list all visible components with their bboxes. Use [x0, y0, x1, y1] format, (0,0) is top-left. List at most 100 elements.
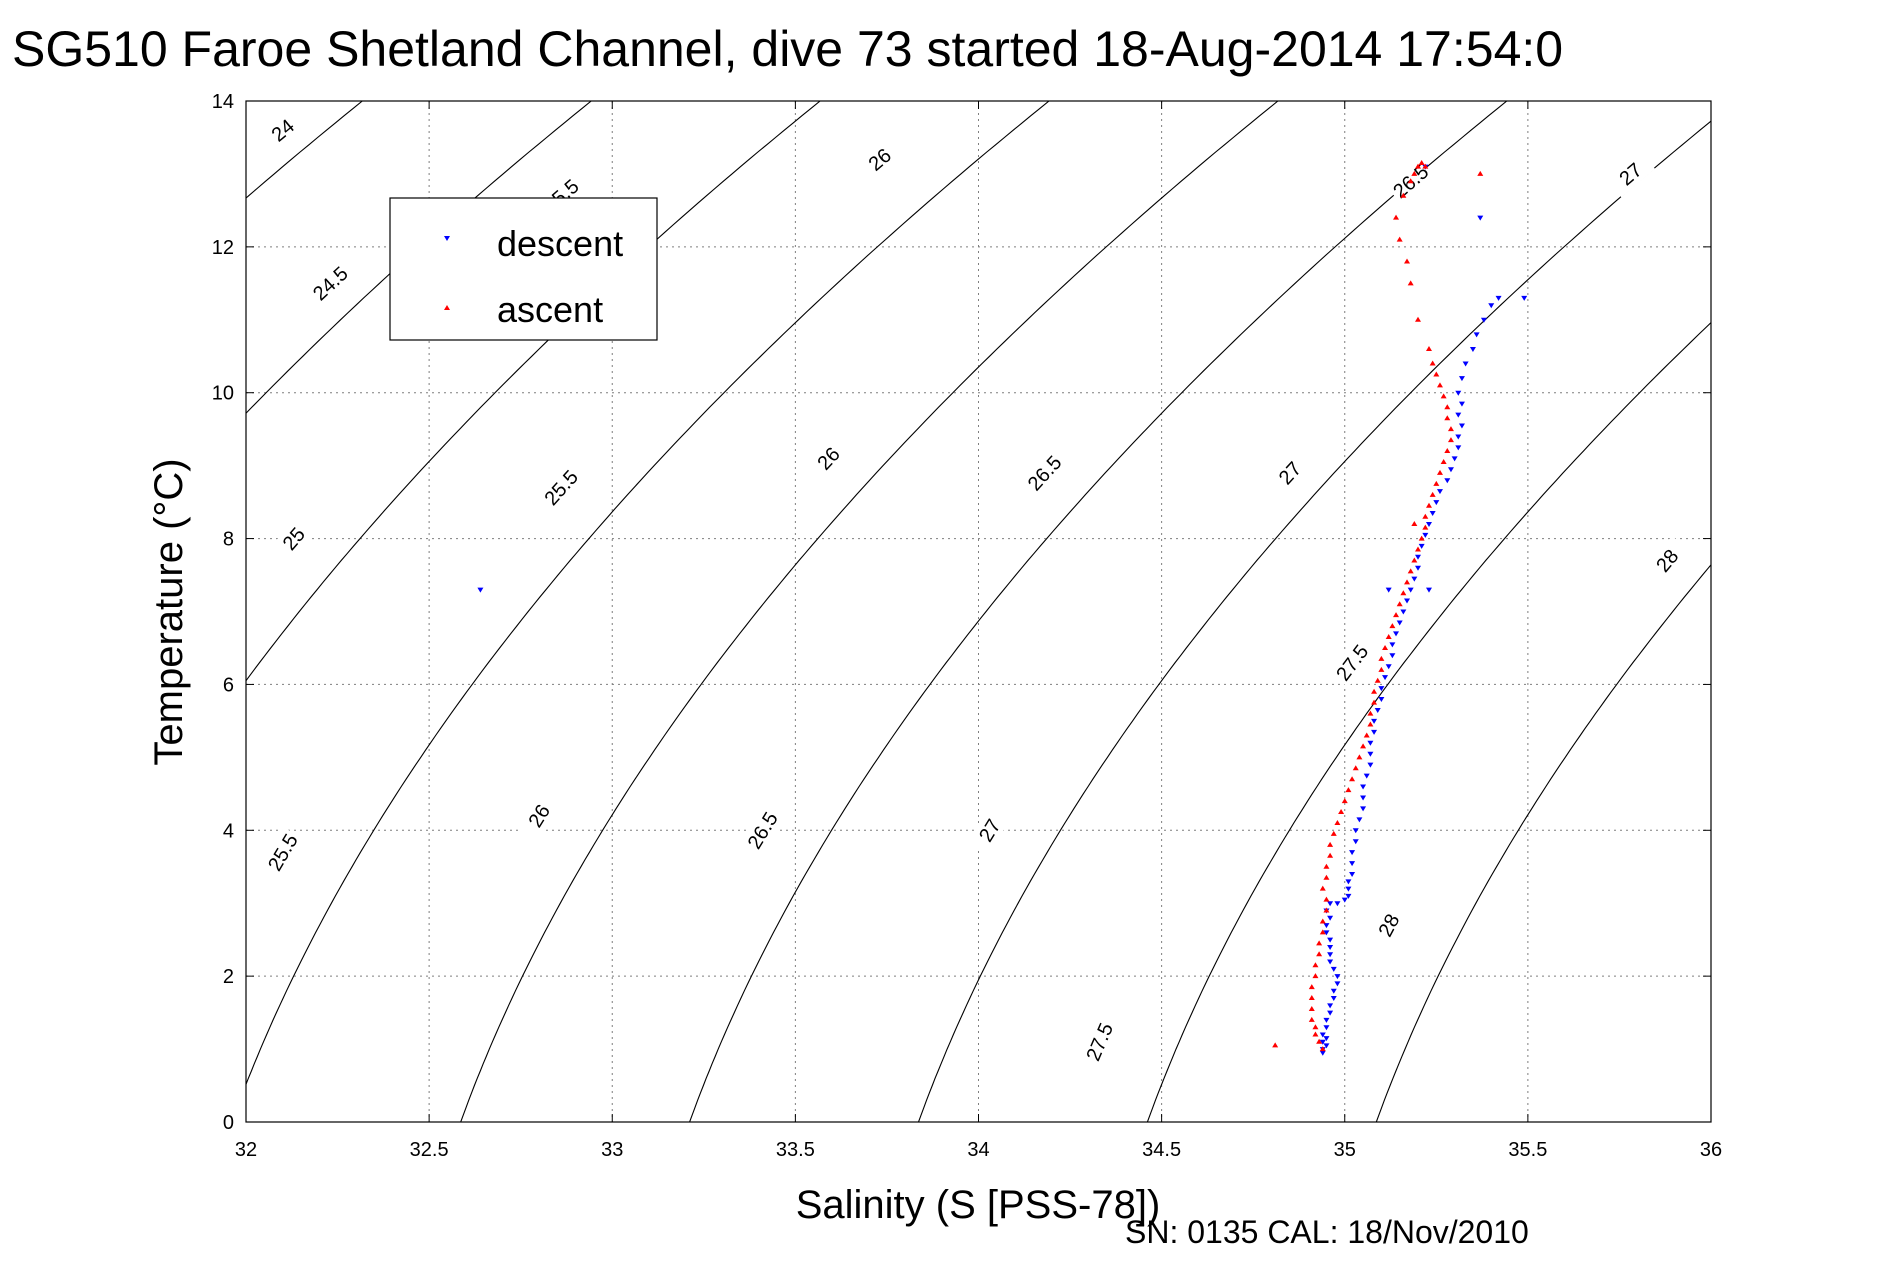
descent-point [1327, 944, 1334, 950]
legend-marker-ascent [444, 305, 450, 310]
ascent-point [1411, 520, 1418, 526]
y-tick-label: 6 [223, 674, 234, 696]
ascent-point [1327, 841, 1334, 847]
descent-point [1319, 1050, 1326, 1056]
y-axis-label: Temperature (°C) [147, 458, 191, 765]
descent-point [1352, 828, 1359, 834]
descent-point [1334, 901, 1341, 907]
chart-title: SG510 Faroe Shetland Channel, dive 73 st… [12, 21, 1563, 77]
ascent-point [1422, 513, 1429, 519]
descent-point [1495, 295, 1502, 301]
contour-label-background [305, 259, 355, 308]
descent-point [1327, 901, 1334, 907]
descent-point [1327, 915, 1334, 921]
ascent-point [1393, 612, 1400, 618]
descent-point [1327, 1010, 1334, 1016]
descent-point [1334, 981, 1341, 987]
ascent-point [1367, 721, 1374, 727]
descent-point [1323, 1043, 1330, 1049]
descent-point [1455, 390, 1462, 396]
descent-point [1415, 554, 1421, 560]
descent-point [1323, 1017, 1330, 1023]
y-axis-ticks: 0 2 4 6 8 10 12 14 [212, 91, 1711, 1134]
ascent-point [1429, 491, 1436, 497]
ascent-point [1312, 1031, 1319, 1037]
descent-point [1458, 423, 1465, 429]
descent-point [1334, 974, 1341, 980]
ascent-point [1447, 426, 1454, 432]
ascent-point [1352, 765, 1359, 771]
descent-point [1345, 886, 1352, 892]
ascent-point [1330, 830, 1337, 836]
descent-point [1371, 729, 1378, 735]
ascent-point [1316, 1038, 1323, 1044]
contour-label-background [740, 805, 785, 856]
contour-label-background [804, 434, 853, 483]
y-tick-label: 14 [212, 91, 234, 113]
ascent-point [1371, 699, 1378, 705]
x-tick-label: 34 [967, 1139, 989, 1161]
ascent-point [1407, 178, 1414, 184]
descent-point [1349, 850, 1356, 856]
ascent-point [1308, 1016, 1315, 1022]
data-points [477, 159, 1528, 1056]
descent-point [1327, 952, 1334, 958]
descent-point [1462, 361, 1469, 367]
ascent-point [1429, 360, 1436, 366]
descent-point [1385, 664, 1392, 670]
x-tick-label: 36 [1700, 1139, 1722, 1161]
ascent-point [1312, 1024, 1319, 1030]
contour-label-background [1605, 150, 1655, 198]
x-axis-ticks: 32 32.5 33 33.5 34 34.5 35 35.5 36 [235, 101, 1722, 1161]
ascent-point [1349, 776, 1356, 782]
ascent-point [1477, 170, 1484, 176]
descent-point [1415, 565, 1421, 571]
ascent-point [1338, 809, 1345, 815]
descent-point [1327, 959, 1334, 965]
ascent-point [1382, 644, 1389, 650]
ascent-point [1319, 918, 1326, 924]
descent-point [1480, 317, 1487, 323]
ascent-point [1436, 469, 1443, 475]
contour-label-background [855, 135, 905, 183]
ascent-point [1444, 404, 1451, 410]
ascent-point [1323, 874, 1330, 880]
ascent-point [1367, 710, 1374, 716]
ascent-point [1327, 852, 1334, 858]
ascent-point [1323, 907, 1330, 913]
descent-point [1404, 598, 1411, 604]
legend-box [389, 197, 658, 341]
descent-point [1341, 897, 1348, 903]
ascent-point [1404, 258, 1411, 264]
contour-label-background [1367, 900, 1410, 951]
ascent-point [1444, 415, 1451, 421]
density-contour-27.5 [1146, 321, 1711, 1122]
ascent-point [1425, 345, 1432, 351]
descent-point [1411, 576, 1418, 582]
ascent-point [1323, 896, 1330, 902]
descent-point [1345, 893, 1352, 899]
density-contour-28 [1375, 564, 1711, 1122]
descent-point [1363, 773, 1370, 779]
ascent-point [1316, 951, 1323, 957]
ascent-point [1393, 214, 1400, 220]
descent-point [1385, 587, 1392, 593]
density-contour-27 [917, 120, 1711, 1122]
descent-point [1458, 401, 1465, 407]
ascent-point [1378, 666, 1385, 672]
descent-point [1356, 817, 1363, 823]
descent-point [1473, 332, 1480, 338]
descent-point [1393, 631, 1400, 637]
ascent-point [1440, 458, 1447, 464]
descent-point [1371, 718, 1378, 724]
ascent-point [1319, 885, 1326, 891]
descent-point [1429, 511, 1436, 517]
descent-point [1330, 988, 1337, 994]
descent-point [1330, 996, 1337, 1002]
y-tick-label: 8 [223, 529, 234, 551]
ascent-point [1415, 546, 1421, 552]
legend: descent ascent [389, 197, 658, 341]
contour-label-background [261, 827, 305, 878]
ascent-point [1411, 557, 1418, 563]
